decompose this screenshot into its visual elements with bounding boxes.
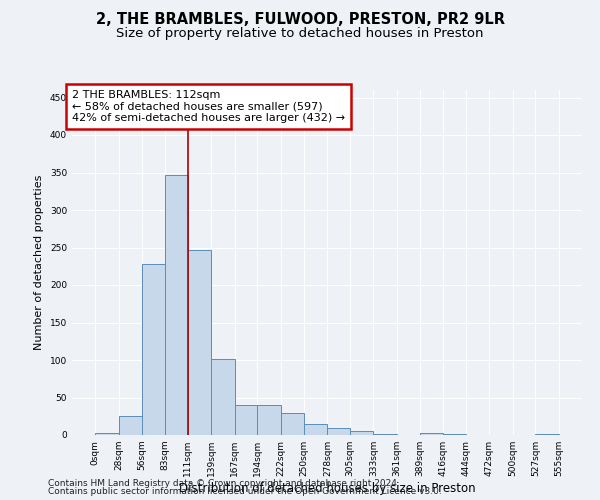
Bar xyxy=(142,264,164,435)
Text: Size of property relative to detached houses in Preston: Size of property relative to detached ho… xyxy=(116,28,484,40)
Text: 2, THE BRAMBLES, FULWOOD, PRESTON, PR2 9LR: 2, THE BRAMBLES, FULWOOD, PRESTON, PR2 9… xyxy=(95,12,505,28)
Text: 2 THE BRAMBLES: 112sqm
← 58% of detached houses are smaller (597)
42% of semi-de: 2 THE BRAMBLES: 112sqm ← 58% of detached… xyxy=(72,90,345,123)
Text: Contains public sector information licensed under the Open Government Licence v3: Contains public sector information licen… xyxy=(48,487,442,496)
Bar xyxy=(95,432,119,435)
Bar xyxy=(420,432,443,435)
Bar xyxy=(373,434,397,435)
Y-axis label: Number of detached properties: Number of detached properties xyxy=(34,175,44,350)
Bar xyxy=(535,434,559,435)
Bar xyxy=(304,424,328,435)
Bar xyxy=(119,416,142,435)
Bar xyxy=(235,405,257,435)
Bar xyxy=(443,434,466,435)
Bar xyxy=(188,250,211,435)
Bar xyxy=(281,413,304,435)
Bar xyxy=(164,175,188,435)
Bar xyxy=(328,428,350,435)
Bar xyxy=(350,431,373,435)
Bar xyxy=(257,405,281,435)
X-axis label: Distribution of detached houses by size in Preston: Distribution of detached houses by size … xyxy=(179,482,475,495)
Text: Contains HM Land Registry data © Crown copyright and database right 2024.: Contains HM Land Registry data © Crown c… xyxy=(48,478,400,488)
Bar xyxy=(211,359,235,435)
